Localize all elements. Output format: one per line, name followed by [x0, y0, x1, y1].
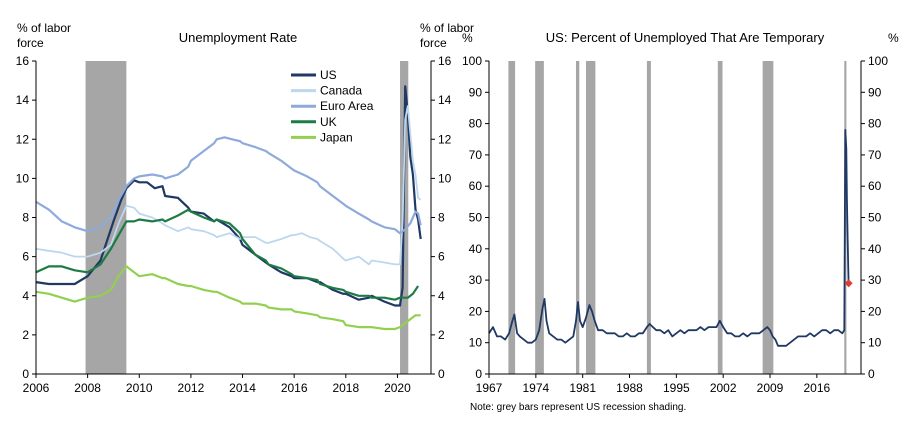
x-tick-label: 2016 [803, 381, 830, 395]
recession-bar [575, 61, 580, 374]
y-tick-label-right: 0 [868, 367, 875, 381]
y-tick-label-right: 2 [438, 328, 445, 342]
x-tick-label: 1967 [476, 381, 503, 395]
x-tick-label: 1981 [569, 381, 596, 395]
recession-bar [646, 61, 651, 374]
y-tick-label-right: 10 [868, 336, 882, 350]
y-tick-label-left: 60 [469, 179, 483, 193]
chart-title: Unemployment Rate [179, 30, 298, 45]
y-tick-label-right: 4 [438, 289, 445, 303]
x-tick-label: 2020 [384, 381, 411, 395]
x-tick-label: 2016 [281, 381, 308, 395]
series-line-uk [35, 208, 420, 301]
footnote: Note: grey bars represent US recession s… [470, 402, 686, 413]
y-tick-label-right: 70 [868, 148, 882, 162]
y-tick-label-left: 12 [16, 132, 30, 146]
y-tick-label-right: 40 [868, 242, 882, 256]
latest-value-marker [844, 279, 853, 288]
x-tick-label: 2010 [126, 381, 153, 395]
y-tick-label-left: 14 [16, 93, 30, 107]
series-line-euro-area [35, 136, 422, 235]
y-tick-label-right: 6 [438, 250, 445, 264]
right-y-axis-label-line-1: % of labor [420, 21, 474, 35]
y-tick-label-right: 8 [438, 211, 445, 225]
y-tick-label-right: 30 [868, 273, 882, 287]
y-tick-label-left: 50 [469, 211, 483, 225]
right-y-axis-label-line-2: force [420, 36, 447, 50]
y-tick-label-left: 2 [22, 328, 29, 342]
recession-bar [85, 61, 127, 374]
legend-label: UK [320, 115, 337, 129]
y-tick-label-right: 50 [868, 211, 882, 225]
x-tick-label: 1995 [663, 381, 690, 395]
y-tick-label-left: 16 [16, 54, 30, 68]
y-tick-label-right: 0 [438, 367, 445, 381]
y-tick-label-left: 0 [22, 367, 29, 381]
y-tick-label-left: 6 [22, 250, 29, 264]
recession-bar [508, 61, 516, 374]
y-tick-label-left: 70 [469, 148, 483, 162]
tick-labels: 0 0 2 2 4 4 6 6 8 8 10 10 12 12 14 14 16 16 2006 2008 2010 20… [16, 54, 452, 395]
recession-bar [717, 61, 723, 374]
y-tick-label-right: 80 [868, 117, 882, 131]
series-line-temporary-share [488, 129, 850, 347]
series-line-japan [35, 265, 421, 331]
y-tick-label-left: 20 [469, 304, 483, 318]
right-y-axis-label: % [888, 31, 899, 45]
axes [32, 60, 435, 378]
y-tick-label-left: 0 [475, 367, 482, 381]
y-tick-label-left: 40 [469, 242, 483, 256]
y-tick-label-left: 90 [469, 85, 483, 99]
temporary-unemployed-chart: % % US: Percent of Unemployed That Are T… [462, 30, 899, 413]
y-tick-label-right: 20 [868, 304, 882, 318]
left-y-axis-label-line-1: % of labor [17, 21, 71, 35]
y-tick-label-right: 100 [868, 54, 888, 68]
x-tick-label: 1974 [522, 381, 549, 395]
legend-label: Canada [320, 84, 362, 98]
y-tick-label-right: 14 [438, 93, 452, 107]
y-tick-label-right: 60 [868, 179, 882, 193]
y-tick-label-right: 16 [438, 54, 452, 68]
unemployment-rate-chart: % of labor force % of labor force Unempl… [16, 21, 474, 395]
legend-label: Euro Area [320, 99, 374, 113]
y-tick-label-left: 8 [22, 211, 29, 225]
y-tick-label-right: 10 [438, 171, 452, 185]
x-tick-label: 2018 [332, 381, 359, 395]
chart-title: US: Percent of Unemployed That Are Tempo… [546, 30, 825, 45]
axes [485, 60, 865, 378]
recession-bar [535, 61, 544, 374]
y-tick-label-left: 80 [469, 117, 483, 131]
tick-labels: 0 0 10 10 20 20 30 30 40 40 50 50 60 60 70 70 80 80 90 90 10… [462, 54, 888, 395]
x-tick-label: 2014 [229, 381, 256, 395]
x-tick-label: 2006 [23, 381, 50, 395]
x-tick-label: 2002 [710, 381, 737, 395]
y-tick-label-left: 100 [462, 54, 482, 68]
x-tick-label: 2012 [178, 381, 205, 395]
recession-bar [586, 61, 596, 374]
y-tick-label-left: 30 [469, 273, 483, 287]
y-tick-label-right: 90 [868, 85, 882, 99]
series-lines [488, 129, 850, 347]
series-line-canada [35, 105, 422, 266]
x-tick-label: 2008 [74, 381, 101, 395]
y-tick-label-right: 12 [438, 132, 452, 146]
latest-value-diamond [844, 279, 853, 288]
left-y-axis-label: % [462, 31, 473, 45]
x-tick-label: 1988 [616, 381, 643, 395]
legend-label: US [320, 68, 337, 82]
y-tick-label-left: 4 [22, 289, 29, 303]
legend-label: Japan [320, 130, 353, 144]
y-tick-label-left: 10 [469, 336, 483, 350]
series-lines [35, 85, 422, 331]
recession-bar [762, 61, 774, 374]
x-tick-label: 2009 [757, 381, 784, 395]
y-tick-label-left: 10 [16, 171, 30, 185]
left-y-axis-label-line-2: force [17, 36, 44, 50]
